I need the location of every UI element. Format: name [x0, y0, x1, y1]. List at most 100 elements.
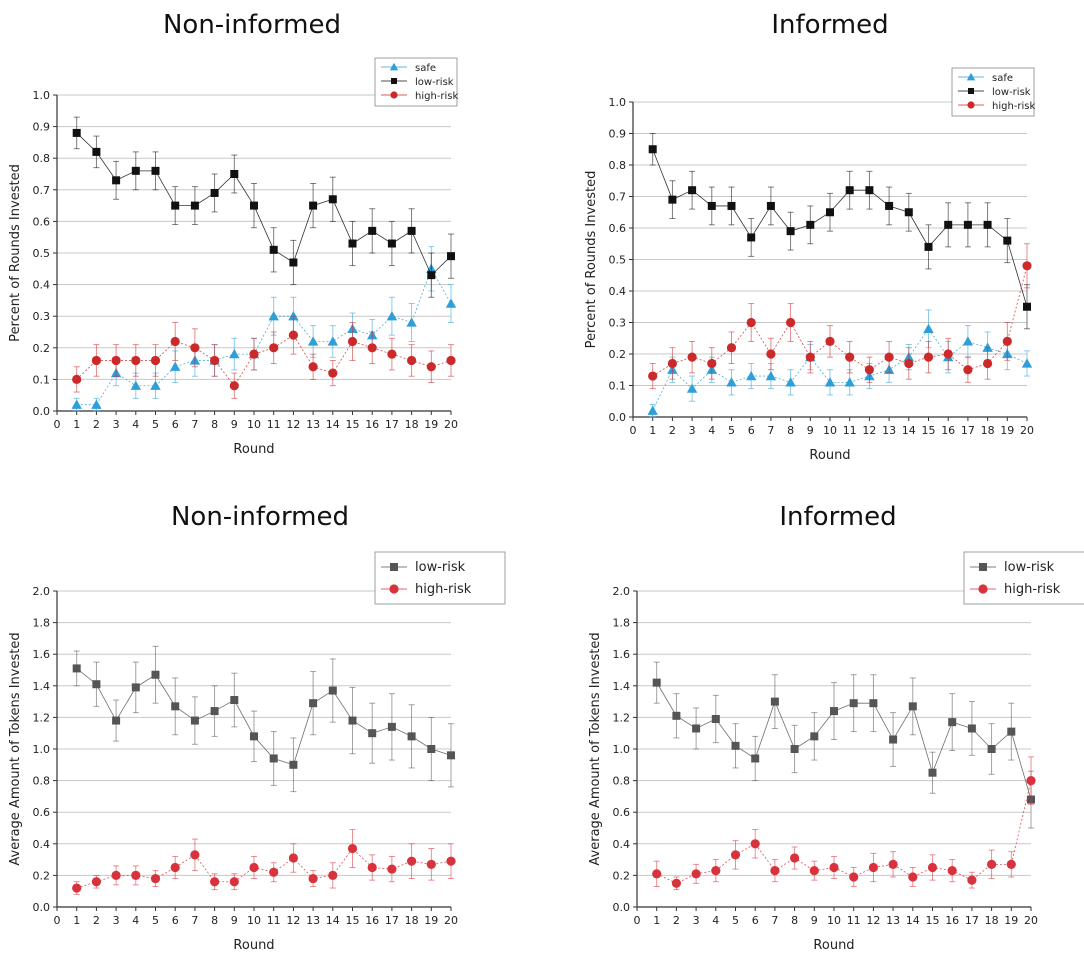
series-high-risk [72, 315, 456, 399]
y-axis-label: Percent of Rounds Invested [584, 171, 599, 349]
legend-marker [390, 91, 398, 99]
data-point [426, 362, 436, 372]
data-point [765, 370, 777, 381]
x-tick-label: 15 [346, 418, 360, 431]
legend-label: safe [415, 63, 436, 74]
data-point [711, 866, 721, 876]
data-point [170, 336, 180, 347]
data-point [111, 355, 121, 366]
y-axis-label: Average Amount of Tokens Invested [8, 632, 23, 865]
x-tick-label: 10 [247, 914, 261, 927]
data-point [825, 336, 835, 346]
y-tick-label: 0.9 [609, 128, 627, 141]
data-point [849, 872, 859, 882]
data-point [406, 317, 417, 327]
x-tick-label: 0 [54, 418, 61, 431]
data-point [307, 336, 319, 346]
x-tick-label: 13 [886, 914, 900, 927]
data-point [269, 343, 279, 353]
y-tick-label: 1.6 [613, 648, 631, 661]
data-point [790, 853, 800, 863]
y-tick-label: 0.6 [33, 215, 51, 228]
x-tick-label: 18 [981, 424, 995, 437]
data-point [1026, 776, 1036, 786]
legend-label: high-risk [1004, 582, 1061, 597]
legend-label: low-risk [415, 560, 466, 575]
y-tick-label: 0.2 [33, 869, 51, 882]
data-point [131, 355, 141, 366]
y-tick-label: 1.2 [33, 711, 51, 724]
chart-panel-1: Non-informed 0.0 0.1 0.2 0.3 0.4 0.5 0.6 0.7 0.8 0… [8, 10, 459, 457]
x-tick-label: 7 [191, 418, 198, 431]
data-point [150, 380, 161, 390]
x-tick-label: 19 [1004, 914, 1018, 927]
data-point [446, 856, 456, 866]
data-point [707, 201, 716, 210]
y-tick-label: 0.0 [33, 405, 51, 418]
data-point [885, 201, 894, 210]
data-point [830, 707, 838, 716]
series-low-risk [72, 116, 455, 298]
x-tick-label: 12 [286, 914, 300, 927]
data-point [289, 258, 298, 267]
data-point [963, 365, 973, 375]
data-point [348, 716, 357, 725]
x-tick-label: 6 [172, 914, 179, 927]
x-tick-label: 5 [152, 418, 159, 431]
data-point [131, 683, 140, 692]
x-tick-label: 17 [961, 424, 975, 437]
x-tick-label: 8 [791, 914, 798, 927]
y-tick-label: 1.0 [613, 743, 631, 756]
data-point [647, 405, 658, 415]
legend-label: high-risk [415, 91, 459, 102]
data-point [967, 875, 977, 885]
data-point [845, 186, 854, 195]
y-tick-label: 0.4 [33, 279, 51, 292]
legend-label: low-risk [415, 77, 454, 88]
data-point [889, 735, 898, 744]
y-tick-label: 0.8 [613, 775, 631, 788]
x-tick-label: 5 [152, 914, 159, 927]
x-tick-label: 6 [172, 418, 179, 431]
x-tick-label: 10 [827, 914, 841, 927]
data-point [268, 311, 279, 321]
x-tick-label: 12 [862, 424, 876, 437]
x-tick-label: 19 [1000, 424, 1014, 437]
x-tick-label: 3 [693, 914, 700, 927]
x-tick-label: 14 [906, 914, 920, 927]
data-point [269, 867, 279, 877]
data-point [131, 870, 141, 881]
y-tick-label: 0.0 [613, 901, 631, 914]
data-point [845, 352, 855, 362]
series-line [76, 267, 452, 406]
chart-title: Non-informed [171, 502, 349, 532]
x-tick-label: 4 [708, 424, 715, 437]
series-safe [71, 246, 457, 412]
legend-box [951, 67, 1035, 117]
legend-marker [968, 88, 974, 94]
x-tick-label: 11 [267, 914, 281, 927]
data-point [805, 352, 815, 362]
data-point [171, 702, 180, 711]
data-point [367, 343, 377, 353]
data-point [328, 686, 337, 695]
data-point [686, 383, 698, 393]
data-point [726, 343, 737, 353]
data-point [1023, 302, 1031, 311]
y-tick-label: 1.2 [613, 711, 631, 724]
x-tick-label: 20 [444, 914, 458, 927]
y-axis-label: Percent of Rounds Invested [8, 164, 23, 342]
x-tick-label: 17 [385, 914, 399, 927]
data-point [849, 699, 858, 708]
x-tick-label: 15 [346, 914, 360, 927]
y-tick-label: 1.6 [33, 648, 51, 661]
data-point [829, 862, 839, 873]
legend-marker [966, 72, 976, 81]
data-point [210, 188, 219, 197]
x-tick-label: 9 [811, 914, 818, 927]
data-point [426, 859, 436, 869]
data-point [770, 697, 779, 706]
data-point [888, 859, 898, 869]
data-point [230, 170, 239, 178]
data-point [687, 352, 697, 362]
